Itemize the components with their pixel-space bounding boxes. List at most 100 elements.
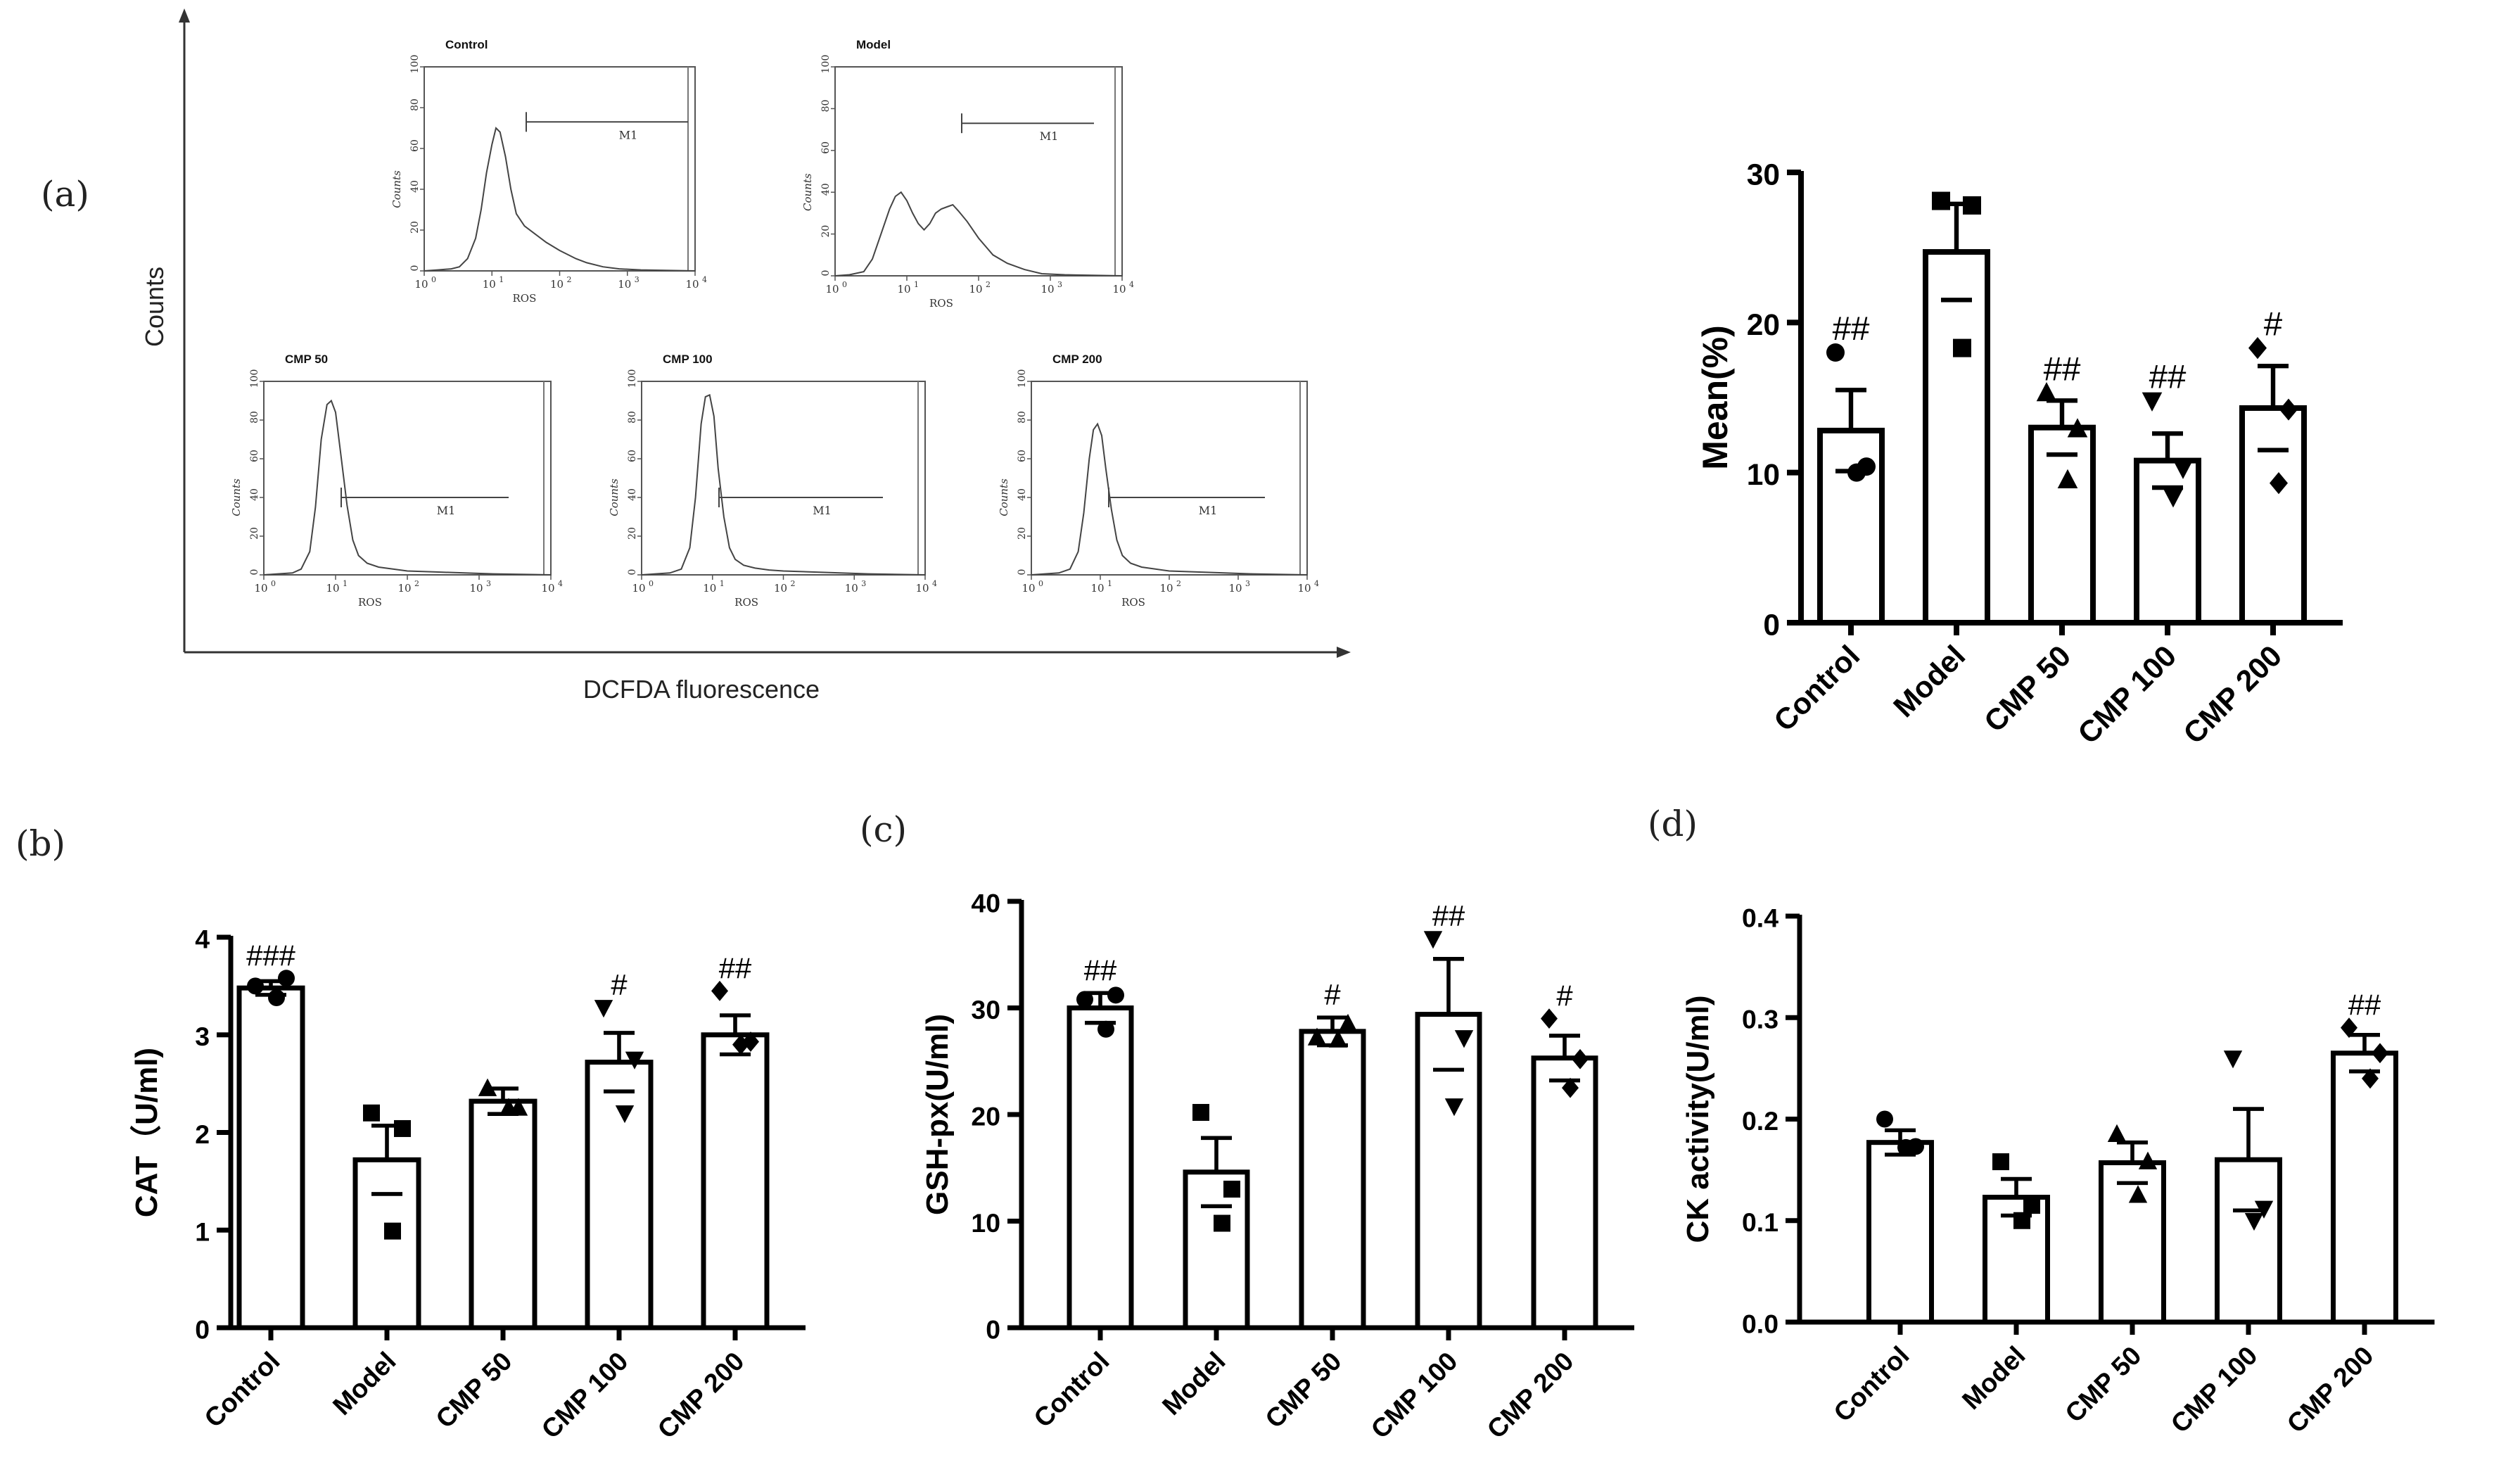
x-tick-label: CMP 100 (535, 1346, 633, 1444)
histogram-y-tick-label: 0 (409, 265, 421, 272)
data-point (394, 1119, 411, 1137)
histogram-x-tick-label: 10 (685, 278, 699, 291)
x-tick-label: Model (1956, 1340, 2031, 1415)
significance-label: ## (2149, 358, 2187, 395)
histogram-x-tick-exponent: 0 (271, 579, 276, 588)
histogram-x-tick-exponent: 1 (499, 275, 504, 284)
histogram-x-tick-label: 10 (1090, 582, 1104, 595)
histogram-x-tick-exponent: 3 (861, 579, 866, 588)
x-tick-label: CMP 200 (651, 1346, 749, 1444)
histogram-x-tick-label: 10 (618, 278, 631, 291)
histogram-x-tick-label: 10 (254, 582, 267, 595)
histogram-ylabel: Counts (998, 478, 1010, 516)
data-point (1847, 463, 1866, 482)
bar (701, 1032, 770, 1331)
histogram-xlabel: ROS (358, 596, 382, 609)
histogram-x-tick-label: 10 (774, 582, 787, 595)
histogram-gate-label: M1 (619, 128, 638, 141)
histogram-y-tick-label: 80 (627, 411, 638, 424)
histogram-y-tick-label: 80 (249, 411, 260, 424)
significance-label: ### (246, 939, 295, 972)
x-tick-label: Control (1028, 1346, 1115, 1433)
y-tick-label: 0.4 (1742, 903, 1778, 932)
histogram-frame (1031, 381, 1308, 576)
histogram-x-tick-label: 10 (1297, 582, 1311, 595)
histogram-x-tick-label: 10 (969, 283, 982, 296)
histogram-x-tick-label: 10 (632, 582, 645, 595)
y-tick-label: 0 (986, 1314, 1000, 1344)
significance-label: ## (1833, 310, 1870, 348)
data-point (2107, 1124, 2127, 1142)
flow-x-axis-arrow-icon (1337, 647, 1351, 658)
histogram-x-tick-exponent: 1 (720, 579, 725, 588)
x-tick-label: CMP 100 (1365, 1346, 1463, 1444)
data-point (1541, 1008, 1558, 1029)
bar (1866, 1140, 1934, 1325)
flow-y-axis-label: Counts (140, 267, 169, 347)
histogram-xlabel: ROS (513, 292, 537, 305)
histogram-y-tick-label: 60 (1017, 450, 1028, 462)
bar (2215, 1157, 2282, 1325)
y-axis-label: CAT（U/ml) (129, 1048, 164, 1217)
significance-label: # (611, 968, 628, 1001)
data-point (2142, 392, 2163, 412)
data-point (2067, 418, 2088, 438)
histogram-y-tick-label: 40 (249, 488, 260, 501)
histogram-curve (641, 393, 926, 576)
histogram-y-tick-label: 80 (1017, 411, 1028, 424)
data-point (1932, 191, 1950, 210)
data-point (2138, 1151, 2158, 1169)
data-point (1107, 986, 1124, 1004)
data-point (2128, 1185, 2148, 1203)
data-point (732, 1034, 749, 1055)
panel-label-c: (c) (860, 809, 907, 850)
y-tick-label: 20 (971, 1101, 1000, 1131)
x-tick-label: CMP 50 (430, 1346, 518, 1434)
histogram-ylabel: Counts (608, 478, 621, 516)
data-point (615, 1105, 635, 1124)
data-point (2223, 1050, 2243, 1069)
histogram-y-tick-label: 40 (820, 183, 832, 196)
y-tick-label: 1 (195, 1217, 210, 1247)
x-tick-label: Control (1828, 1340, 1915, 1428)
y-tick-label: 0.1 (1742, 1207, 1778, 1237)
bar (352, 1157, 421, 1331)
data-point (2013, 1212, 2030, 1229)
data-point (2036, 382, 2057, 402)
data-point (1338, 1013, 1358, 1032)
bar (1183, 1169, 1250, 1331)
data-point (1572, 1048, 1589, 1069)
histogram-x-tick-label: 10 (1022, 582, 1035, 595)
x-tick-label: CMP 200 (2177, 640, 2289, 751)
panel-label-d: (d) (1648, 804, 1698, 844)
histogram-y-tick-label: 100 (627, 369, 638, 388)
histogram-gate-label: M1 (1199, 504, 1218, 517)
histogram-x-tick-exponent: 2 (567, 275, 572, 284)
data-point (2254, 1200, 2274, 1219)
histogram-x-tick-label: 10 (326, 582, 339, 595)
y-tick-label: 0.2 (1742, 1106, 1778, 1136)
bar (2099, 1160, 2166, 1325)
x-tick-label: Control (1768, 640, 1866, 738)
histogram-x-tick-label: 10 (397, 582, 411, 595)
panel-label-b: (b) (15, 823, 65, 864)
data-point (1328, 1029, 1348, 1048)
histogram-x-tick-exponent: 2 (1176, 579, 1181, 588)
x-tick-label: CMP 200 (2281, 1340, 2379, 1438)
panel-label-a: (a) (41, 174, 89, 215)
y-axis-label: GSH-px(U/ml) (920, 1014, 955, 1215)
data-point (1214, 1214, 1230, 1232)
data-point (1562, 1077, 1579, 1098)
x-tick-label: CMP 50 (1259, 1346, 1347, 1434)
histogram-y-tick-label: 20 (249, 527, 260, 540)
histogram-y-tick-label: 40 (409, 180, 421, 193)
histogram-y-tick-label: 80 (409, 99, 421, 111)
histogram-x-tick-exponent: 2 (986, 280, 991, 289)
y-tick-label: 10 (971, 1208, 1000, 1238)
bar (236, 985, 305, 1331)
histogram-curve (834, 191, 1123, 277)
